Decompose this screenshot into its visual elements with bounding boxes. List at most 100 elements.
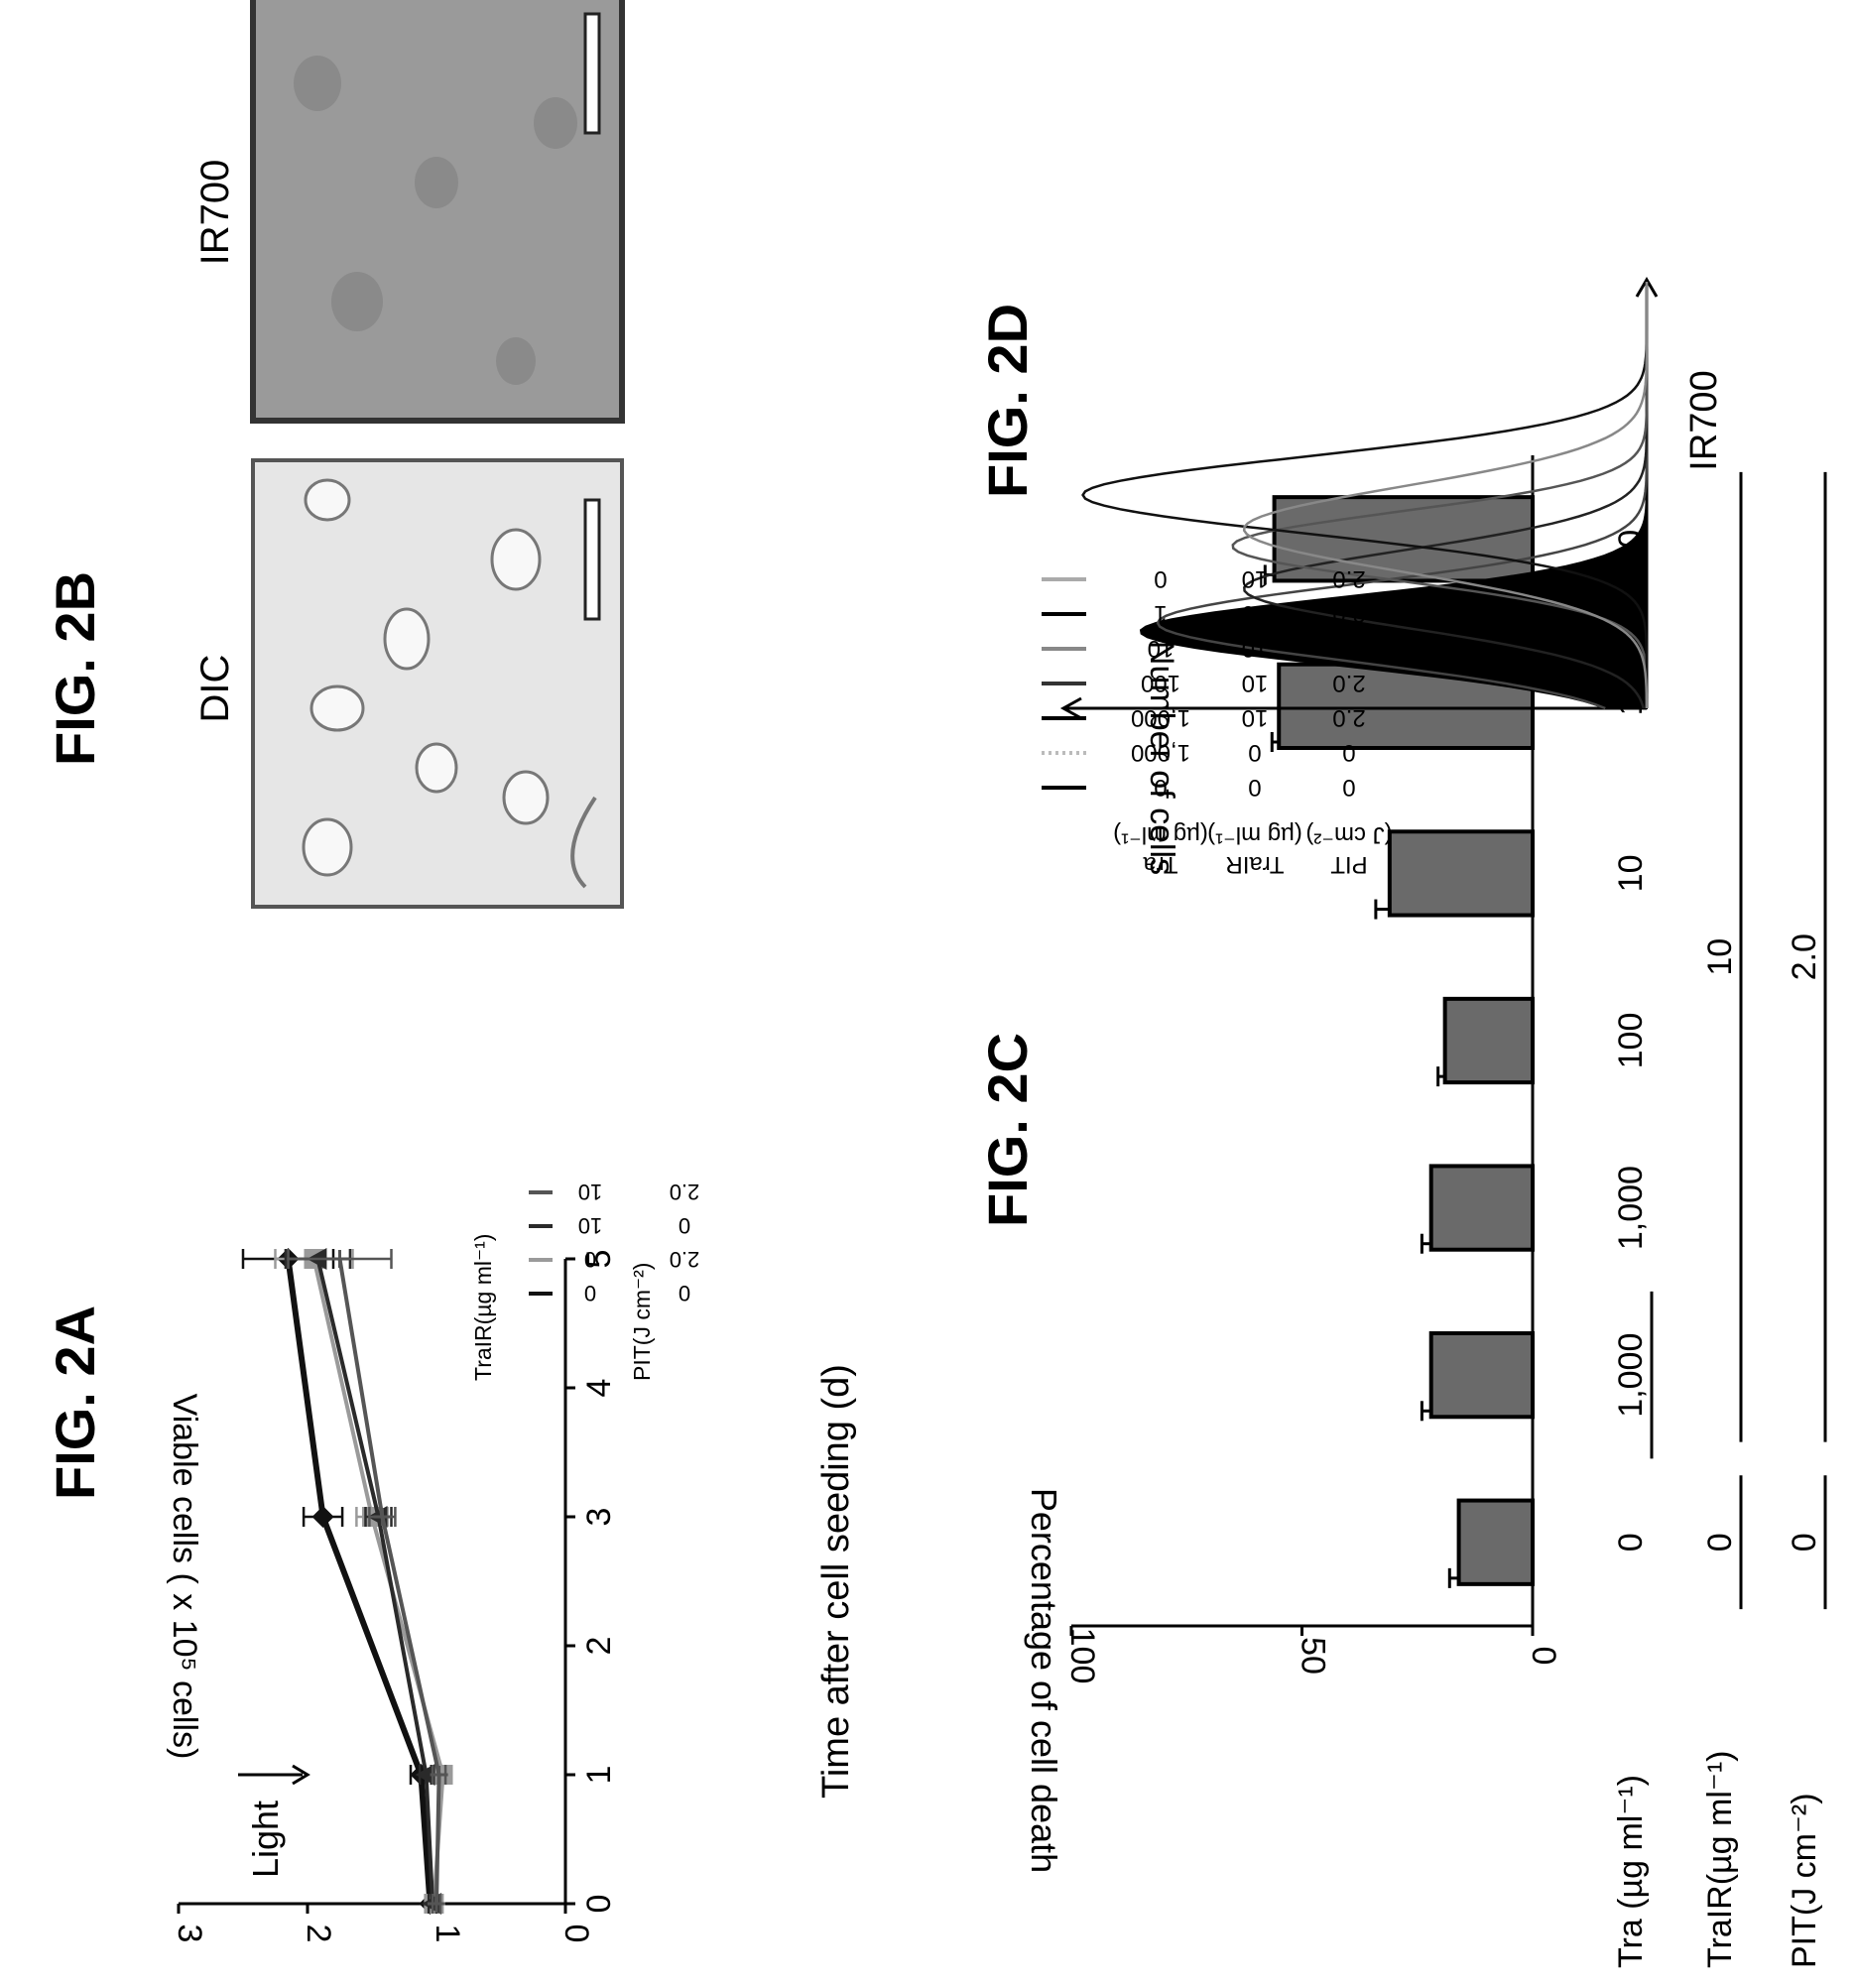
fig2a-legend-header-trair: TraIR(µg ml⁻¹) <box>470 1234 496 1381</box>
fig2a-legend-pit-value: 2.0 <box>670 1247 700 1272</box>
fig2d-panel: FIG. 2D IR700 Number of cells Tra (µg ml⁻… <box>976 277 1725 878</box>
fig2d-legend-value: 10 <box>1242 565 1269 592</box>
fig2d-legend-value: 100 <box>1141 670 1180 696</box>
fig2a-xlabel: Time after cell seeding (d) <box>815 1364 857 1799</box>
fig2d-legend-header-line: (µg ml⁻¹) <box>1113 821 1208 848</box>
fig2c-bar <box>1428 1164 1535 1252</box>
fig2a-legend-trair-value: 0 <box>584 1281 596 1305</box>
fig2c-category-label: 0 <box>1612 1533 1650 1552</box>
fig2a-point <box>415 1764 435 1786</box>
fig2d-legend-value: 1,000 <box>1131 704 1190 731</box>
fig2d-legend-value: 10 <box>1242 635 1269 662</box>
fig2d-legend-value: 2.0 <box>1332 600 1365 627</box>
fig2a-series-line <box>285 1258 433 1905</box>
dic-label: DIC <box>193 655 237 723</box>
fig2d-legend-value: 2.0 <box>1332 704 1365 731</box>
fig2a-ytick-label: 3 <box>171 1925 208 1943</box>
fig2a-xtick-label: 5 <box>580 1250 618 1269</box>
fig2a-legend-pit-value: 0 <box>679 1213 690 1238</box>
fig2a-xtick-label: 2 <box>580 1637 618 1656</box>
fig2c-ytick-label: 50 <box>1295 1637 1332 1675</box>
fig2a-xtick-label: 4 <box>580 1379 618 1398</box>
fig2d-plot-area <box>1059 277 1659 720</box>
fig2a-point <box>330 1250 349 1268</box>
fig2a-ylabel: Viable cells ( x 10⁵ cells) <box>166 1394 203 1760</box>
fig2d-legend-value: 0 <box>1154 565 1167 592</box>
fig2c-category-label: 10 <box>1612 855 1650 893</box>
ir700-micrograph <box>250 0 625 424</box>
fig2d-x-arrowhead <box>1635 277 1659 298</box>
fig2d-legend-value: 2.0 <box>1332 565 1365 592</box>
fig2c-bar <box>1456 1498 1535 1586</box>
fig2c-trair-group-label: 10 <box>1701 938 1739 976</box>
fig2c-pit-group-label: 0 <box>1786 1533 1823 1552</box>
fig2a-point <box>373 1508 392 1526</box>
fig2d-histogram-line <box>1242 282 1649 708</box>
fig2a-legend: TraIR(µg ml⁻¹) PIT(J cm⁻²) 0 0 0 2.0 10 0 10 2.… <box>470 1180 699 1381</box>
fig2c-category-label: 1,000 <box>1612 1166 1650 1250</box>
fig2c-bar <box>1442 996 1536 1085</box>
fig2a-legend-trair-value: 10 <box>578 1213 602 1238</box>
fig2a-legend-trair-value: 10 <box>578 1180 602 1204</box>
fig2d-ylabel: Number of cells <box>1143 641 1180 875</box>
fig2c-label: FIG. 2C <box>976 1033 1039 1227</box>
fig2a-xtick-label: 0 <box>580 1895 618 1914</box>
fig2b-label: FIG. 2B <box>44 571 106 766</box>
ir700-label: IR700 <box>193 160 237 266</box>
fig2a-legend-pit-value: 0 <box>679 1281 690 1305</box>
fig2a-legend-pit-value: 2.0 <box>670 1180 700 1204</box>
fig2a-plot-area: 0 1 2 3 0 1 2 3 4 5 <box>171 1248 618 1942</box>
fig2a-annotation: Light <box>245 1801 286 1878</box>
fig2a-point <box>311 1506 334 1528</box>
fig2a-ylabel-group: Viable cells ( x 10⁵ cells) <box>166 1394 203 1760</box>
fig2c-ylabel: Percentage of cell death <box>1024 1488 1064 1873</box>
fig2d-legend-header-line: PIT <box>1330 851 1368 878</box>
fig2c-pit-group-label: 2.0 <box>1786 933 1823 980</box>
fig2d-label: FIG. 2D <box>976 304 1039 498</box>
fig2a-xtick-label: 1 <box>580 1766 618 1785</box>
fig2c-category-label: 100 <box>1612 1013 1650 1069</box>
fig2a-series-line <box>337 1258 441 1905</box>
fig2d-legend-value: 10 <box>1242 704 1269 731</box>
fig2d-legend-value: 10 <box>1242 670 1269 696</box>
fig2d-legend-value: 0 <box>1154 774 1167 801</box>
fig2a-xtick-label: 3 <box>580 1508 618 1527</box>
fig2a-ytick-label: 2 <box>300 1925 337 1943</box>
fig2c-category-label: 1,000 <box>1612 1333 1650 1418</box>
fig2a-point <box>430 1766 448 1784</box>
fig2d-legend-header-line: TraIR <box>1225 851 1284 878</box>
fig2d-legend-value: 10 <box>1242 600 1269 627</box>
fig2c-row-tra: Tra (µg ml⁻¹) <box>1612 1775 1650 1968</box>
fig2a-ytick-label: 1 <box>429 1925 466 1943</box>
fig2d-legend-value: 0 <box>1248 739 1261 766</box>
fig2a-light-arrowhead <box>292 1764 310 1786</box>
fig2d-y-arrowhead <box>1059 696 1082 720</box>
fig2c-ylabel-group: Percentage of cell death <box>1024 1488 1064 1873</box>
fig2a-series-line <box>315 1258 435 1905</box>
fig2d-legend-value: 2.0 <box>1332 670 1365 696</box>
fig2d-legend-header-line: (µg ml⁻¹) <box>1207 821 1302 848</box>
fig2c-bar <box>1387 829 1535 918</box>
dic-micrograph <box>251 458 624 909</box>
fig2a-panel: FIG. 2A 0 1 2 3 0 1 2 3 4 5 Time after cell seedi… <box>44 1180 857 1942</box>
fig2c-panel: FIG. 2C 05010001,0001,000100101001002.0 … <box>976 455 1827 1968</box>
fig2c-row-trair: TraIR(µg ml⁻¹) <box>1701 1751 1739 1968</box>
fig2d-legend: Tra (µg ml⁻¹) TraIR (µg ml⁻¹) PIT (J cm⁻²) 0 0 0… <box>1042 565 1393 878</box>
fig2c-row-pit: PIT(J cm⁻²) <box>1786 1793 1823 1968</box>
fig2a-legend-header-pit: PIT(J cm⁻²) <box>629 1263 655 1381</box>
fig2d-legend-value: 10 <box>1148 635 1175 662</box>
fig2d-legend-value: 2.0 <box>1332 635 1365 662</box>
fig2a-label: FIG. 2A <box>44 1305 106 1500</box>
fig2c-ytick-label: 0 <box>1525 1647 1562 1666</box>
fig2d-legend-value: 1,000 <box>1131 739 1190 766</box>
fig2d-legend-value: 1 <box>1154 600 1167 627</box>
fig2d-legend-value: 0 <box>1248 774 1261 801</box>
fig2d-legend-value: 0 <box>1342 774 1355 801</box>
fig2a-ytick-label: 0 <box>557 1925 595 1943</box>
fig2b-panel: FIG. 2B DIC <box>44 0 625 909</box>
fig2c-trair-group-label: 0 <box>1701 1533 1739 1552</box>
fig2d-ylabel-group: Number of cells <box>1143 641 1180 875</box>
fig2c-ytick-label: 100 <box>1063 1628 1101 1684</box>
